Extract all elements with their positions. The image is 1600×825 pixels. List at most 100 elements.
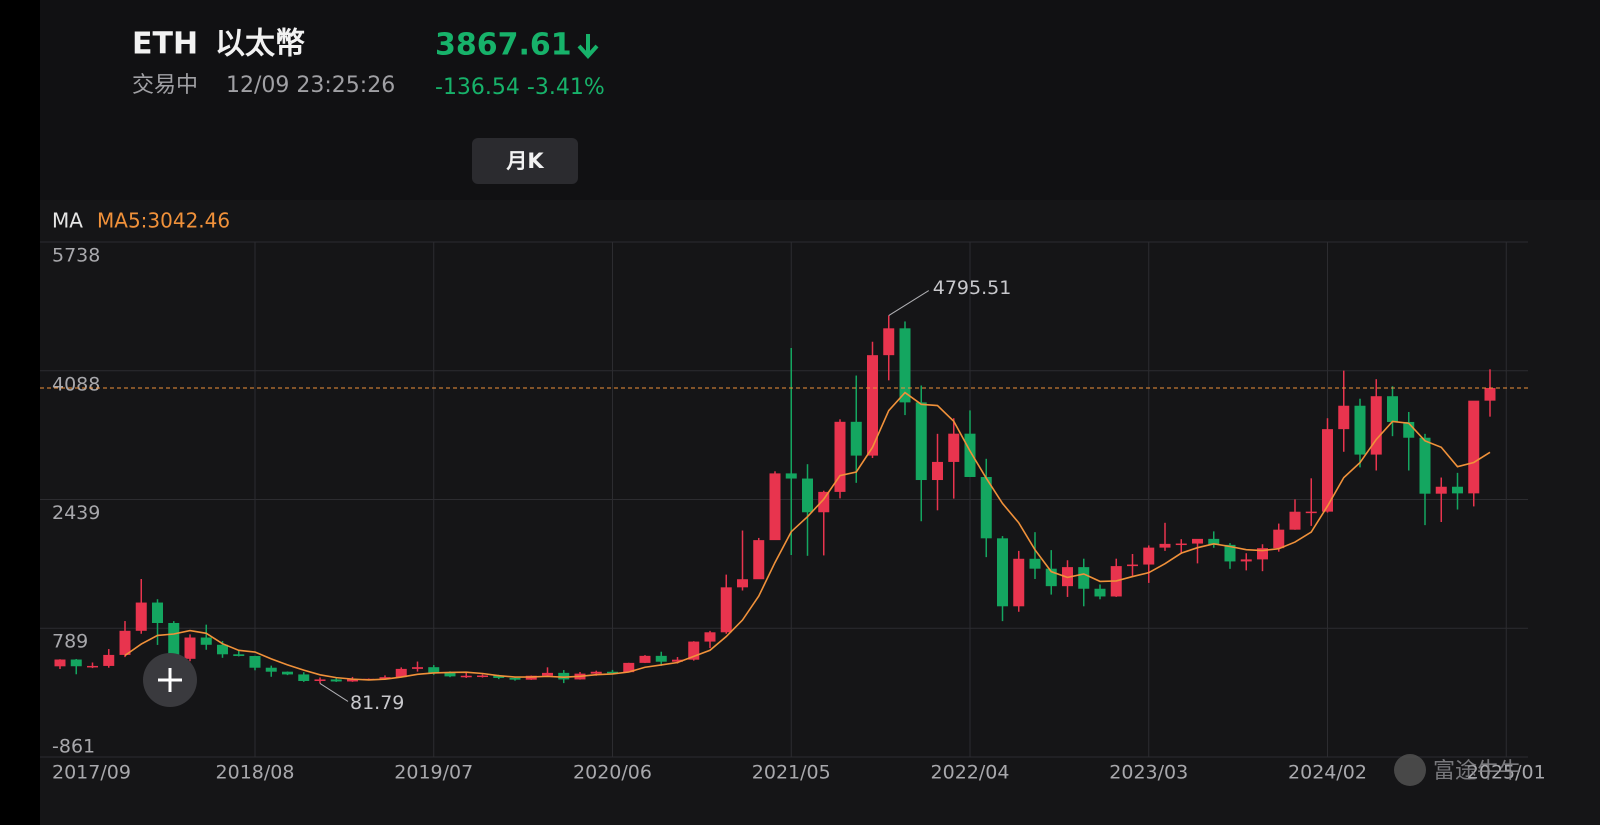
candle-body <box>347 679 358 682</box>
candle-body <box>103 654 115 666</box>
candle-body <box>899 328 911 403</box>
period-button[interactable] <box>472 138 578 184</box>
candle-body <box>1240 559 1252 562</box>
candle-body <box>688 641 700 660</box>
candle-body <box>1354 405 1366 455</box>
candle-body <box>818 491 830 513</box>
candle-body <box>802 478 813 513</box>
candle-body <box>1013 558 1025 607</box>
candle-body <box>1208 538 1220 545</box>
candle-body <box>444 672 456 677</box>
symbol: ETH <box>132 27 198 62</box>
indicator: MA <box>52 209 83 233</box>
y-tick-label: 2439 <box>52 502 100 524</box>
x-tick-label: 2020/06 <box>573 762 652 784</box>
annotation-leader <box>888 290 930 316</box>
candle-body <box>395 668 407 678</box>
candle-body <box>769 473 781 541</box>
candle-body <box>1273 529 1285 549</box>
candle-body <box>249 656 261 668</box>
candle-body <box>1419 437 1431 494</box>
candle-body <box>1143 547 1155 565</box>
candle-body <box>200 637 212 645</box>
ma-line <box>124 391 1491 681</box>
candle-body <box>1403 421 1415 438</box>
candle-body <box>915 402 927 481</box>
candle-body <box>590 671 602 674</box>
candle-body <box>1127 564 1138 567</box>
candle-body <box>1338 405 1350 430</box>
candle-body <box>948 433 960 462</box>
price-change: -136.54 -3.41% <box>435 75 605 100</box>
candle-body <box>1045 568 1057 587</box>
candle-body <box>509 677 521 680</box>
last-price: 3867.61 <box>435 28 572 63</box>
x-tick-label: 2018/08 <box>216 762 295 784</box>
candle-body <box>623 662 635 673</box>
candle-body <box>655 655 667 662</box>
candle-body <box>980 476 992 539</box>
candle-body <box>883 328 895 356</box>
candle-body <box>330 679 342 682</box>
candle-body <box>672 659 683 662</box>
down-arrow <box>577 34 599 59</box>
candle-body <box>282 671 293 675</box>
y-tick-label: -861 <box>52 736 95 758</box>
candle-body <box>1289 511 1301 530</box>
candle-body <box>867 355 878 456</box>
period-label[interactable]: 月K <box>505 149 544 173</box>
candle-body <box>477 675 488 678</box>
candle-body <box>720 587 732 633</box>
candle-body <box>1094 588 1106 597</box>
candle-body <box>1387 396 1398 422</box>
candle-body <box>607 671 618 674</box>
asset-name: 以太幣 <box>215 27 305 62</box>
y-tick-label: 5738 <box>52 245 100 267</box>
candle-body <box>1224 544 1236 562</box>
x-tick-label: 2025/01 <box>1467 762 1546 784</box>
candle-body <box>428 667 440 673</box>
candle-body <box>542 672 553 676</box>
x-tick-label: 2021/05 <box>752 762 831 784</box>
candle-body <box>217 644 228 655</box>
watermark: 富途牛牛 <box>1433 759 1521 784</box>
candle-body <box>412 667 423 669</box>
candle-body <box>1322 429 1333 512</box>
candle-body <box>997 538 1008 607</box>
candle-body <box>834 421 846 492</box>
candle-body <box>314 679 326 681</box>
candle-body <box>87 665 98 668</box>
candle-body <box>704 632 716 642</box>
candle-body <box>753 540 765 580</box>
candle-body <box>1078 567 1090 589</box>
candle-body <box>932 461 943 481</box>
candle-body <box>1468 400 1480 494</box>
candle-body <box>70 659 82 667</box>
x-tick-label: 2023/03 <box>1109 762 1188 784</box>
candle-body <box>1435 486 1447 494</box>
candle-body <box>1159 543 1171 548</box>
y-tick-label: 789 <box>52 631 88 653</box>
plus-icon[interactable] <box>158 668 182 692</box>
candle-body <box>785 473 797 479</box>
candle-body <box>1192 538 1203 544</box>
candle-body <box>1257 548 1268 560</box>
x-tick-label: 2024/02 <box>1288 762 1367 784</box>
candle-body <box>850 421 862 456</box>
candle-body <box>493 675 505 678</box>
chart-panel <box>40 200 1600 825</box>
candle-body <box>54 659 66 667</box>
status: 交易中 <box>132 73 198 98</box>
candle-body <box>152 602 163 624</box>
candle-body <box>184 637 196 659</box>
candle-body <box>119 630 131 655</box>
x-tick-label: 2019/07 <box>394 762 473 784</box>
x-tick-label: 2022/04 <box>931 762 1010 784</box>
candle-body <box>233 654 245 657</box>
annotation-leader <box>319 683 349 702</box>
candle-body <box>1484 387 1496 401</box>
candle-body <box>737 579 748 588</box>
candle-body <box>1370 396 1382 455</box>
